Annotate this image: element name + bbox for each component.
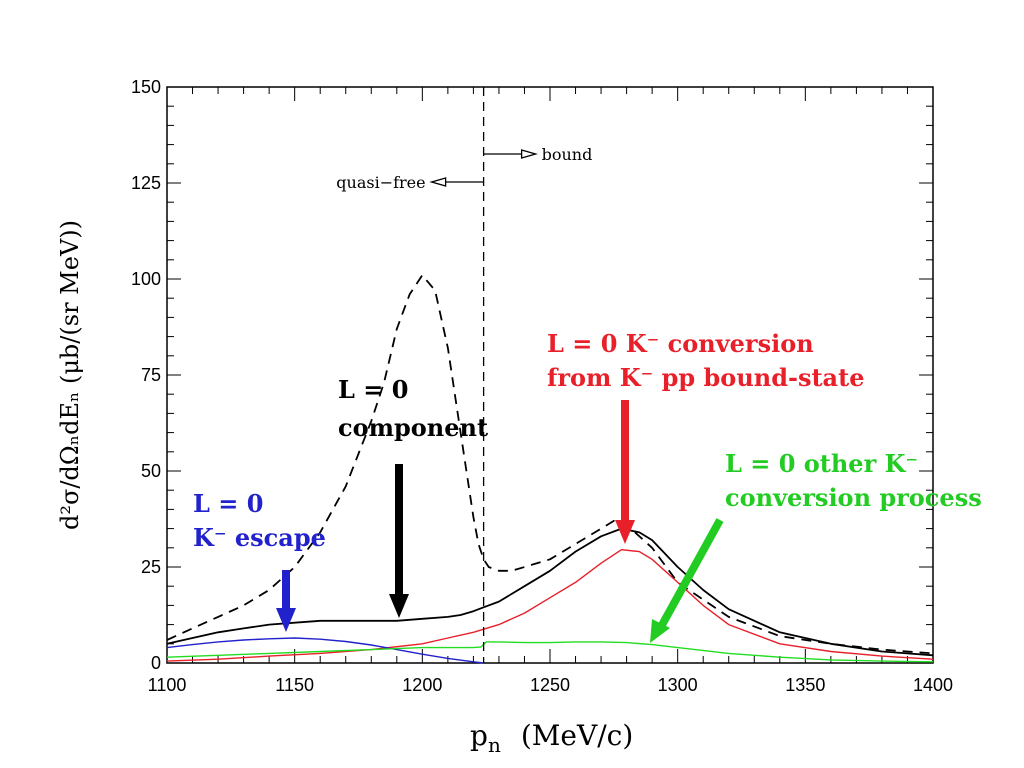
black-arrow xyxy=(389,464,409,618)
x-tick-label: 1400 xyxy=(913,675,953,695)
series-solid xyxy=(166,527,934,657)
y-tick-label: 150 xyxy=(131,77,161,97)
series-red xyxy=(166,549,934,662)
x-axis-title: pn (MeV/c) xyxy=(470,719,633,757)
y-tick-label: 50 xyxy=(141,461,161,481)
quasi-free-label: quasi−free xyxy=(336,173,425,192)
y-tick-label: 25 xyxy=(141,557,161,577)
series-blue xyxy=(166,637,484,664)
y-tick-label: 75 xyxy=(141,365,161,385)
green-arrow xyxy=(650,518,724,643)
series-dashed xyxy=(166,274,934,655)
ticks xyxy=(166,86,934,664)
y-tick-label: 125 xyxy=(131,173,161,193)
series-layer xyxy=(166,274,934,664)
x-tick-label: 1200 xyxy=(402,675,442,695)
region-arrow-right xyxy=(483,149,538,159)
bound-label: bound xyxy=(542,145,593,164)
region-arrow-left xyxy=(429,177,484,187)
black-annotation: L = 0 component xyxy=(338,375,488,442)
series-green xyxy=(166,641,934,663)
blue-arrow xyxy=(276,570,296,632)
x-tick-label: 1300 xyxy=(658,675,698,695)
blue-annotation: L = 0 K⁻ escape xyxy=(193,489,326,552)
red-annotation: L = 0 K⁻ conversion from K⁻ pp bound-sta… xyxy=(547,329,864,392)
green-annotation: L = 0 other K⁻ conversion process xyxy=(725,449,982,512)
y-tick-label: 100 xyxy=(131,269,161,289)
x-tick-label: 1100 xyxy=(148,675,187,695)
y-axis-title: d²σ/dΩₙdEₙ (μb/(sr MeV)) xyxy=(56,220,84,530)
x-tick-label: 1250 xyxy=(530,675,570,695)
x-tick-label: 1150 xyxy=(275,675,314,695)
y-tick-label: 0 xyxy=(151,653,161,673)
red-arrow xyxy=(615,400,635,544)
x-tick-label: 1350 xyxy=(785,675,825,695)
tick-labels: 1100 1150 1200 1250 1300 1350 1400 0 25 50 75 100 12… xyxy=(131,77,953,695)
